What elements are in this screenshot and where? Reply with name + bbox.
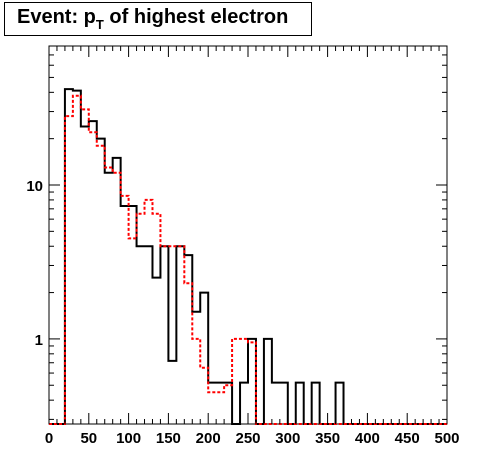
x-tick-label: 500 — [434, 430, 459, 447]
title-subscript: T — [95, 17, 104, 32]
title-suffix: of highest electron — [103, 6, 289, 28]
y-tick-label: 1 — [35, 332, 43, 349]
histogram-series-2 — [49, 94, 447, 425]
series-layer — [49, 88, 447, 425]
x-tick-label: 400 — [355, 430, 380, 447]
x-tick-label: 50 — [80, 430, 97, 447]
x-tick-label: 0 — [45, 430, 53, 447]
x-tick-label: 150 — [156, 430, 181, 447]
y-tick-label: 10 — [26, 178, 43, 195]
chart-title: Event: pT of highest electron — [17, 6, 288, 32]
title-prefix: Event: p — [17, 6, 96, 28]
chart-title-box: Event: pT of highest electron — [4, 2, 312, 36]
histogram-series-1 — [49, 88, 447, 425]
x-tick-label: 350 — [315, 430, 340, 447]
x-tick-label: 450 — [395, 430, 420, 447]
x-tick-label: 200 — [196, 430, 221, 447]
x-tick-label: 300 — [275, 430, 300, 447]
axis-layer: 0 50 100 150 200 250 300 350 400 450 500 1 10 — [26, 45, 460, 447]
x-tick-label: 250 — [235, 430, 260, 447]
x-tick-label: 100 — [116, 430, 141, 447]
